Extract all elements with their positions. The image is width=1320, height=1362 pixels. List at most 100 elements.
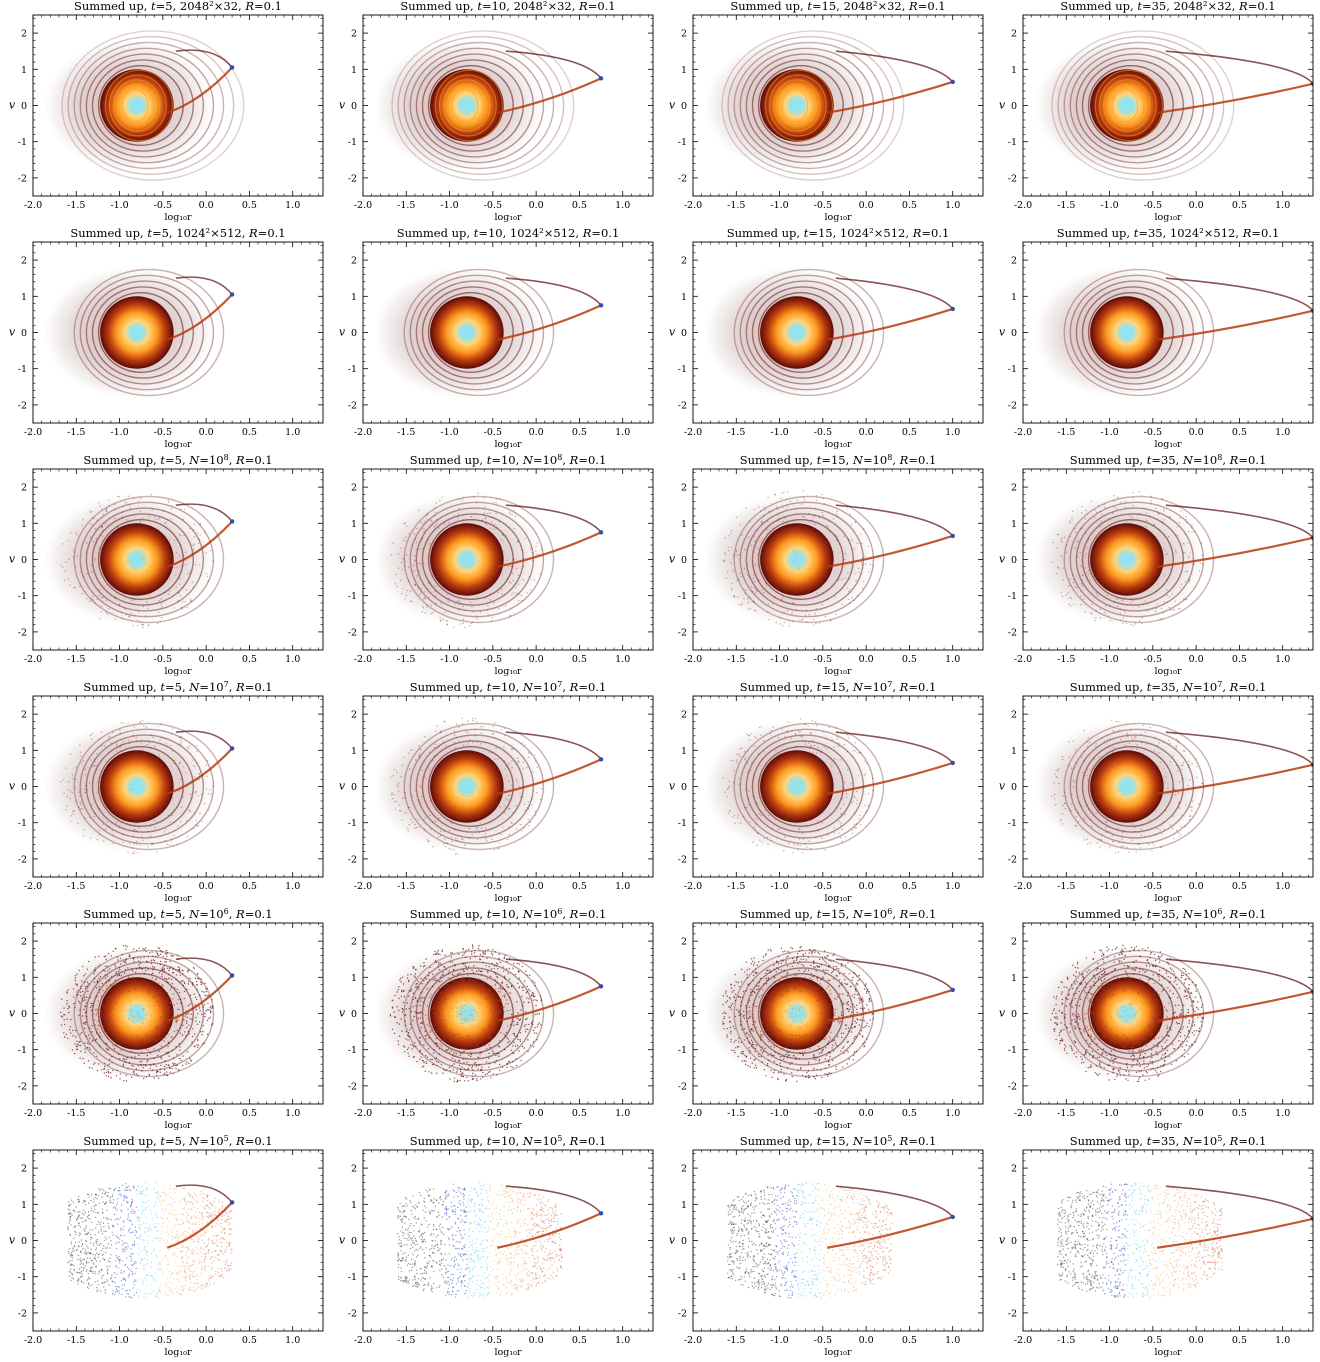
particle-dot [131,970,134,972]
particle-dot [158,753,160,755]
particle-dot [1140,828,1142,831]
particle-dot [461,723,464,725]
particle-dot [503,746,505,748]
particle-dot [145,950,147,953]
particle-dot [823,794,825,796]
particle-dot [1086,571,1088,574]
particle-dot [74,980,77,982]
particle-dot [444,536,447,538]
particle-dot [1094,560,1097,562]
particle-dot [1101,737,1103,740]
particle-dot [143,1064,145,1066]
particle-dot [151,951,153,953]
particle-dot [467,770,469,772]
particle-dot [1060,555,1062,557]
particle-dot [734,822,736,825]
particle-dot [1187,542,1189,544]
y-tick-label: 0 [21,328,27,339]
particle-dot [1160,607,1163,610]
particle-dot [165,1002,167,1004]
y-tick-label: -1 [348,591,357,602]
particle-dot [861,587,864,590]
particle-dot [118,604,120,606]
particle-dot [171,797,174,799]
particle-dot [536,1013,539,1015]
particle-dot [1116,598,1118,600]
particle-dot [490,1077,492,1079]
particle-dot [186,1020,188,1022]
particle-dot [785,508,787,510]
particle-dot [439,834,442,837]
particle-dot [145,726,148,728]
particle-dot [816,820,818,822]
particle-dot [1110,525,1112,528]
particle-dot [457,513,460,515]
particle-dot [509,996,511,999]
particle-dot [114,983,117,985]
particle-dot [404,797,406,799]
particle-dot [1138,843,1140,846]
particle-dot [87,1060,90,1062]
particle-dot [148,516,150,518]
particle-dot [467,720,469,722]
particle-dot [1180,833,1182,836]
phase-space-panel: -2.0 -1.5 -1.0 -0.5 0.0 0.5 1.0 -2 -1 0 1 2 log₁₀r v S… [0,453,330,681]
particle-dot [1137,557,1139,559]
particle-dot [462,969,464,971]
stream-tip [229,519,235,524]
x-tick-label: 0.5 [242,1108,257,1119]
particle-dot [136,761,138,763]
particle-dot [483,529,485,531]
particle-dot [92,541,95,543]
particle-dot [1166,552,1168,555]
particle-dot [1052,541,1055,544]
particle-dot [410,1044,412,1046]
particle-dot [446,624,448,626]
x-tick-label: 0.5 [1232,881,1247,892]
particle-dot [753,551,756,553]
particle-dot [146,1019,148,1021]
particle-dot [733,596,735,598]
particle-dot [829,790,832,792]
particle-dot [147,956,149,958]
particle-dot [461,1066,463,1068]
particle-dot [409,1036,411,1038]
y-axis-label: v [999,326,1006,339]
particle-dot [67,539,70,542]
particle-dot [122,945,125,947]
particle-dot [836,539,838,541]
y-tick-label: -1 [678,137,687,148]
particle-dot [97,502,100,504]
particle-dot [159,953,162,955]
particle-dot [774,493,776,496]
particle-dot [433,755,436,757]
particle-dot [146,961,149,963]
particle-dot [483,1021,485,1024]
particle-dot [450,848,452,850]
particle-dot [399,579,402,582]
particle-dot [135,1033,138,1035]
particle-dot [158,954,160,957]
particle-dot [796,752,798,754]
particle-dot [452,1015,454,1017]
particle-dot [158,1014,161,1016]
particle-dot [527,988,530,991]
particle-dot [858,775,860,777]
y-tick-label: 1 [681,746,687,757]
particle-dot [137,852,139,854]
particle-dot [169,1027,171,1029]
particle-dot [517,540,519,543]
particle-dot [445,988,447,991]
particle-dot [169,821,171,823]
particle-dot [1085,804,1087,806]
y-tick-label: -1 [18,818,27,829]
particle-dot [1083,750,1085,752]
particle-dot [93,1019,96,1021]
x-tick-label: 0.0 [529,200,544,211]
particle-dot [72,549,74,551]
y-tick-label: 0 [21,101,27,112]
particle-dot [488,1033,490,1036]
particle-dot [147,607,149,610]
particle-dot [769,767,771,769]
particle-dot [105,584,108,586]
